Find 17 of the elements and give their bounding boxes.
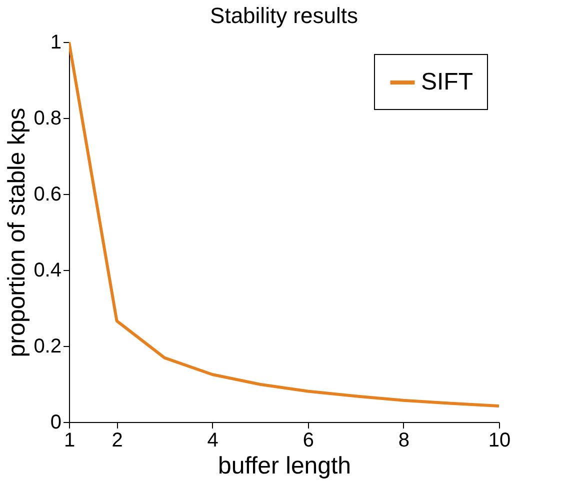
x-tick-label: 4 [207,430,218,452]
x-tick-label: 6 [302,430,314,452]
line-series [69,42,499,408]
y-tick-label: 0 [50,412,62,434]
x-tick-label: 8 [398,430,410,452]
y-axis-title: proportion of stable kps [4,108,31,358]
x-axis-title: buffer length [218,452,351,480]
y-tick-label: 1 [50,32,62,54]
chart-title: Stability results [210,3,358,28]
legend-label: SIFT [421,68,474,96]
y-tick-label: 0.4 [34,260,62,282]
y-tick-label: 0.8 [34,108,62,130]
x-tick-label: 1 [64,430,76,452]
y-tick-label: 0.2 [34,336,62,358]
x-tick-label: 2 [112,430,123,452]
x-tick-label: 10 [488,430,511,452]
y-tick-label: 0.6 [34,184,62,206]
